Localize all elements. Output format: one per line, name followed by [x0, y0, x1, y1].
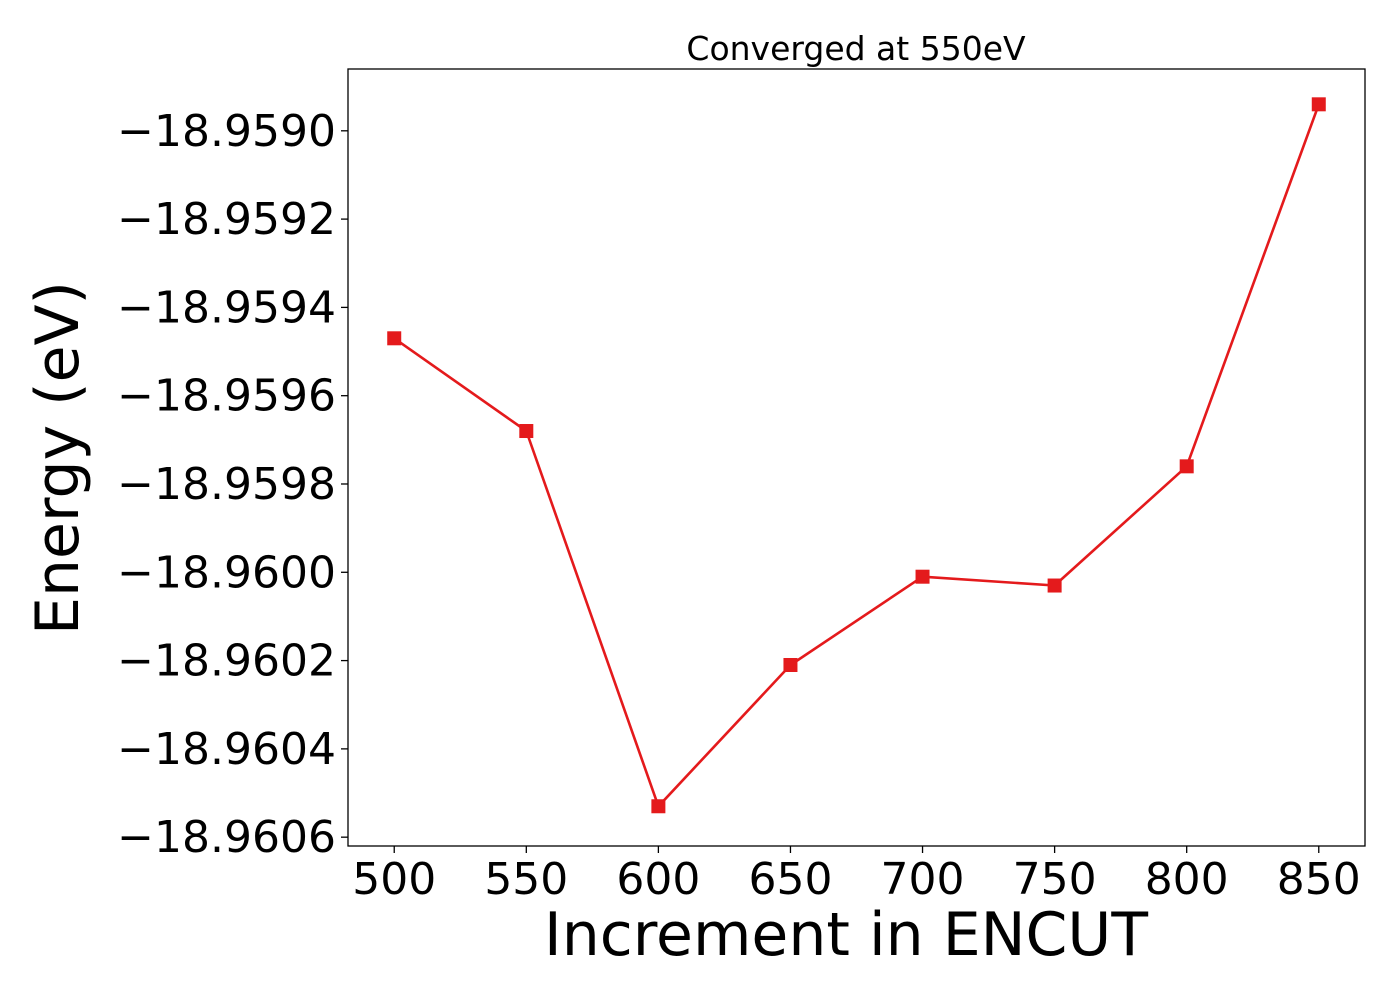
plot-series: [387, 97, 1326, 814]
plot-frame: [347, 68, 1366, 847]
y-tick-label: −18.9598: [117, 459, 336, 510]
data-point-marker: [1179, 459, 1194, 474]
y-tick-label: −18.9606: [117, 812, 336, 863]
y-tick-label: −18.9600: [117, 547, 336, 598]
y-axis-label: Energy (eV): [23, 281, 93, 635]
y-tick-label: −18.9596: [117, 371, 336, 422]
data-point-marker: [387, 331, 402, 346]
x-tick-label: 850: [1277, 854, 1361, 905]
series-line: [393, 103, 1321, 808]
data-point-marker: [1047, 578, 1062, 593]
x-tick-label: 700: [881, 854, 965, 905]
x-tick-label: 800: [1145, 854, 1229, 905]
data-point-marker: [651, 799, 666, 814]
y-tick-label: −18.9602: [117, 636, 336, 687]
x-axis-ticks: 500 550 600 650 700 750 800 850: [352, 846, 1361, 905]
x-tick-label: 600: [616, 854, 700, 905]
data-point-marker: [1311, 97, 1326, 112]
x-tick-label: 650: [748, 854, 832, 905]
y-axis-ticks: −18.9590 −18.9592 −18.9594 −18.9596 −18.9598…: [117, 106, 348, 863]
x-tick-label: 500: [352, 854, 436, 905]
chart-title: Converged at 550eV: [686, 29, 1026, 68]
x-tick-label: 750: [1013, 854, 1097, 905]
data-point-marker: [915, 569, 930, 584]
data-point-marker: [783, 657, 798, 672]
x-axis-label: Increment in ENCUT: [544, 900, 1148, 970]
x-tick-label: 550: [484, 854, 568, 905]
data-point-marker: [519, 424, 534, 439]
y-tick-label: −18.9604: [117, 724, 336, 775]
y-tick-label: −18.9594: [117, 282, 336, 333]
y-tick-label: −18.9592: [117, 194, 336, 245]
y-tick-label: −18.9590: [117, 106, 336, 157]
